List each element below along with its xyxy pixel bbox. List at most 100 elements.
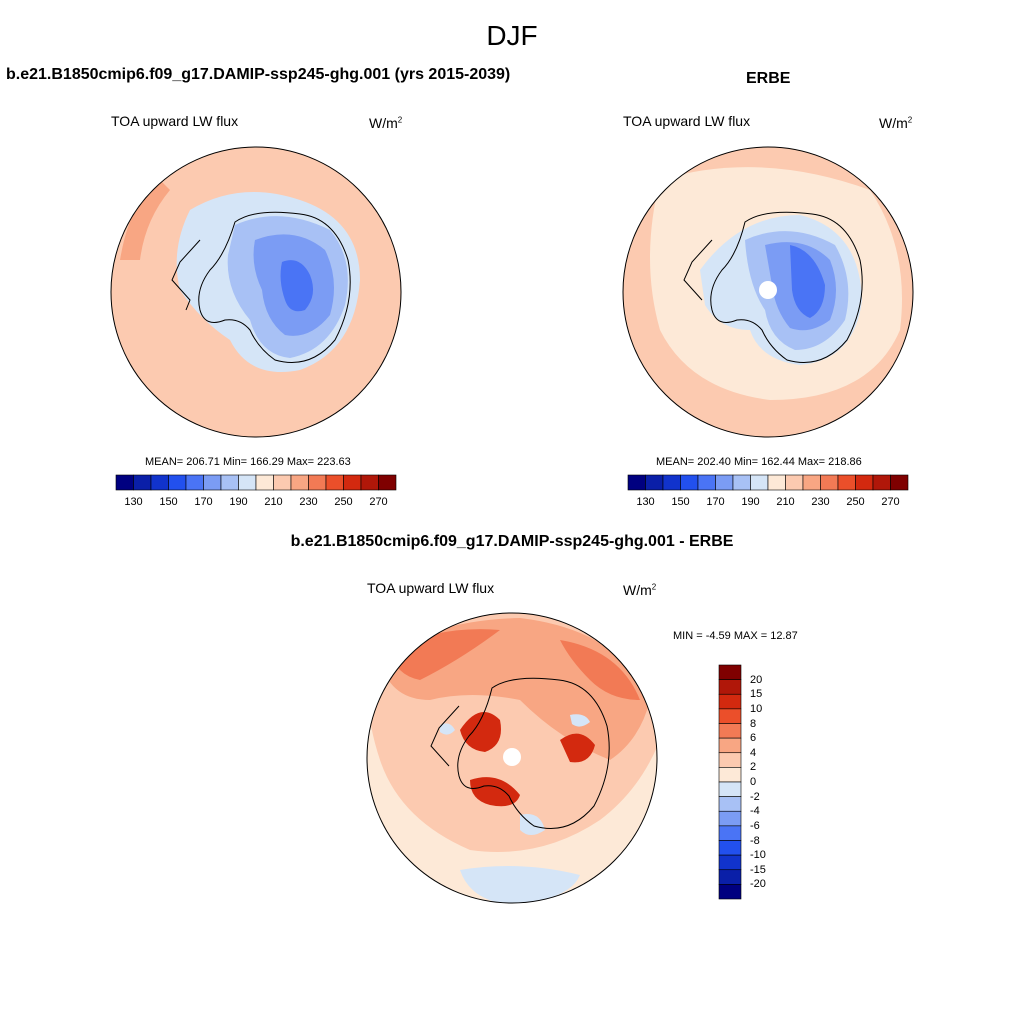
colorbar-swatch bbox=[718, 767, 742, 783]
colorbar-swatch bbox=[150, 474, 169, 491]
obs-panel-title: ERBE bbox=[746, 70, 791, 87]
colorbar-swatch bbox=[203, 474, 222, 491]
model-variable-label: TOA upward LW flux bbox=[111, 113, 239, 129]
colorbar-swatch bbox=[168, 474, 187, 491]
obs-variable-label: TOA upward LW flux bbox=[623, 113, 751, 129]
colorbar-swatch bbox=[718, 723, 742, 739]
colorbar-swatch bbox=[718, 708, 742, 724]
colorbar-swatch bbox=[697, 474, 716, 491]
colorbar-tick-label: 270 bbox=[881, 496, 900, 508]
colorbar-swatch bbox=[290, 474, 309, 491]
colorbar-swatch bbox=[255, 474, 274, 491]
colorbar-swatch bbox=[627, 474, 646, 491]
colorbar-tick-label: 20 bbox=[750, 673, 763, 686]
colorbar-swatch bbox=[220, 474, 239, 491]
colorbar-tick-label: -4 bbox=[750, 805, 760, 818]
colorbar-swatch bbox=[785, 474, 804, 491]
colorbar-tick-label: -8 bbox=[750, 834, 760, 847]
colorbar-swatch bbox=[115, 474, 134, 491]
colorbar-tick-label: -10 bbox=[750, 849, 766, 862]
diff-variable-label: TOA upward LW flux bbox=[367, 580, 495, 596]
colorbar-tick-label: 230 bbox=[811, 496, 830, 508]
diff-polar-map bbox=[367, 613, 657, 903]
colorbar-swatch bbox=[718, 693, 742, 710]
colorbar-swatch bbox=[718, 840, 742, 856]
colorbar-tick-label: 170 bbox=[194, 496, 213, 508]
colorbar-tick-label: 15 bbox=[750, 688, 763, 701]
model-stats: MEAN= 206.71 Min= 166.29 Max= 223.63 bbox=[145, 456, 351, 468]
obs-stats: MEAN= 202.40 Min= 162.44 Max= 218.86 bbox=[656, 456, 862, 468]
colorbar-swatch bbox=[185, 474, 204, 491]
colorbar-swatch bbox=[820, 474, 839, 491]
colorbar-swatch bbox=[872, 474, 891, 491]
colorbar-tick-label: 4 bbox=[750, 746, 757, 759]
colorbar-swatch bbox=[133, 474, 152, 491]
colorbar-tick-label: 190 bbox=[229, 496, 248, 508]
colorbar-tick-label: 230 bbox=[299, 496, 318, 508]
colorbar-tick-label: -6 bbox=[750, 819, 760, 832]
obs-units-label: W/m2 bbox=[879, 115, 913, 131]
colorbar-swatch bbox=[718, 664, 742, 680]
colorbar-tick-label: 2 bbox=[750, 761, 757, 774]
colorbar-swatch bbox=[645, 474, 664, 491]
obs-map-border bbox=[622, 146, 914, 438]
model-map-border bbox=[110, 146, 402, 438]
colorbar-tick-label: 130 bbox=[124, 496, 143, 508]
colorbar-swatch bbox=[767, 474, 786, 491]
figure-title: DJF bbox=[486, 20, 538, 51]
model-colorbar bbox=[115, 474, 397, 491]
colorbar-tick-label: 130 bbox=[636, 496, 655, 508]
colorbar-swatch bbox=[273, 474, 292, 491]
colorbar-tick-label: 170 bbox=[706, 496, 725, 508]
colorbar-tick-label: 210 bbox=[264, 496, 283, 508]
colorbar-tick-label: 6 bbox=[750, 732, 757, 745]
colorbar-swatch bbox=[718, 884, 742, 900]
colorbar-swatch bbox=[343, 474, 362, 491]
colorbar-tick-label: 150 bbox=[159, 496, 178, 508]
colorbar-swatch bbox=[718, 854, 742, 871]
colorbar-swatch bbox=[890, 474, 909, 491]
colorbar-swatch bbox=[718, 825, 742, 841]
colorbar-tick-label: 270 bbox=[369, 496, 388, 508]
diff-map-border bbox=[366, 612, 658, 904]
obs-colorbar bbox=[627, 474, 909, 491]
colorbar-swatch bbox=[718, 679, 742, 695]
colorbar-tick-label: -20 bbox=[750, 878, 766, 891]
colorbar-swatch bbox=[718, 869, 742, 885]
colorbar-swatch bbox=[360, 474, 379, 491]
colorbar-swatch bbox=[378, 474, 397, 491]
colorbar-tick-label: 150 bbox=[671, 496, 690, 508]
colorbar-tick-label: 210 bbox=[776, 496, 795, 508]
colorbar-tick-label: -15 bbox=[750, 863, 766, 876]
colorbar-swatch bbox=[718, 737, 742, 754]
colorbar-swatch bbox=[680, 474, 699, 491]
colorbar-swatch bbox=[715, 474, 734, 491]
colorbar-swatch bbox=[802, 474, 821, 491]
colorbar-swatch bbox=[718, 796, 742, 812]
diff-units-label: W/m2 bbox=[623, 582, 657, 598]
colorbar-tick-label: 250 bbox=[846, 496, 865, 508]
colorbar-swatch bbox=[718, 752, 742, 768]
colorbar-tick-label: 250 bbox=[334, 496, 353, 508]
colorbar-swatch bbox=[855, 474, 874, 491]
colorbar-swatch bbox=[325, 474, 344, 491]
colorbar-swatch bbox=[662, 474, 681, 491]
colorbar-swatch bbox=[837, 474, 856, 491]
colorbar-tick-label: 0 bbox=[750, 776, 757, 788]
obs-polar-map bbox=[623, 147, 913, 437]
colorbar-swatch bbox=[718, 781, 742, 797]
colorbar-tick-label: 8 bbox=[750, 717, 757, 730]
colorbar-swatch bbox=[718, 810, 742, 827]
model-polar-map bbox=[111, 147, 401, 437]
colorbar-swatch bbox=[308, 474, 327, 491]
colorbar-swatch bbox=[750, 474, 769, 491]
diff-stats: MIN = -4.59 MAX = 12.87 bbox=[673, 630, 798, 642]
colorbar-tick-label: 10 bbox=[750, 702, 763, 715]
diff-colorbar bbox=[718, 664, 742, 900]
colorbar-swatch bbox=[238, 474, 257, 491]
model-panel-title: b.e21.B1850cmip6.f09_g17.DAMIP-ssp245-gh… bbox=[6, 66, 511, 83]
diff-panel-title: b.e21.B1850cmip6.f09_g17.DAMIP-ssp245-gh… bbox=[290, 533, 734, 550]
colorbar-tick-label: -2 bbox=[750, 790, 760, 803]
colorbar-swatch bbox=[732, 474, 751, 491]
